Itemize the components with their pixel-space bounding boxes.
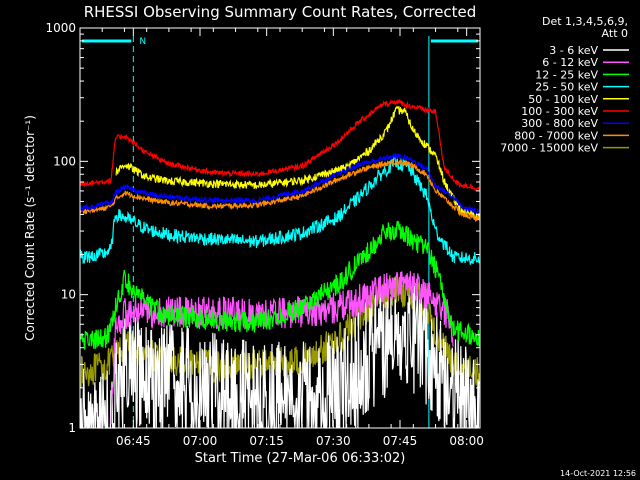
timestamp: 14-Oct-2021 12:56: [560, 469, 636, 478]
x-tick-label: 07:15: [249, 434, 284, 448]
series-line: [79, 158, 481, 223]
legend-header-line2: Att 0: [602, 27, 628, 40]
y-tick-label: 1: [68, 421, 76, 435]
chart-title: RHESSI Observing Summary Count Rates, Co…: [84, 3, 477, 21]
y-axis-label: Corrected Count Rate (s⁻¹ detector⁻¹): [23, 115, 37, 341]
series-line: [79, 98, 481, 192]
series-line: [79, 152, 480, 215]
legend-entry-label: 100 - 300 keV: [521, 105, 598, 118]
legend-entry-label: 300 - 800 keV: [521, 117, 598, 130]
legend-entry-label: 12 - 25 keV: [535, 68, 598, 81]
legend-entry-label: 800 - 7000 keV: [514, 129, 598, 142]
series-line: [115, 105, 481, 221]
legend-entry-label: 3 - 6 keV: [549, 44, 598, 57]
y-tick-label: 10: [61, 288, 76, 302]
legend-header-line1: Det 1,3,4,5,6,9,: [542, 15, 628, 28]
marker-label: N: [139, 37, 146, 47]
series-line: [79, 155, 480, 265]
x-tick-label: 07:00: [183, 434, 218, 448]
x-tick-label: 08:00: [449, 434, 484, 448]
x-tick-label: 07:30: [316, 434, 351, 448]
series-line: [79, 220, 481, 350]
legend-entry-label: 25 - 50 keV: [535, 81, 598, 94]
series-line: [110, 271, 454, 425]
series-line: [79, 278, 481, 429]
legend-entry-label: 6 - 12 keV: [542, 56, 598, 69]
y-tick-label: 1000: [45, 21, 76, 35]
x-tick-label: 07:45: [383, 434, 418, 448]
legend-entry-label: 7000 - 15000 keV: [500, 142, 598, 155]
y-tick-label: 100: [53, 154, 76, 168]
legend-entry-label: 50 - 100 keV: [528, 93, 598, 106]
x-tick-label: 06:45: [116, 434, 151, 448]
x-axis-label: Start Time (27-Mar-06 06:33:02): [195, 451, 406, 466]
